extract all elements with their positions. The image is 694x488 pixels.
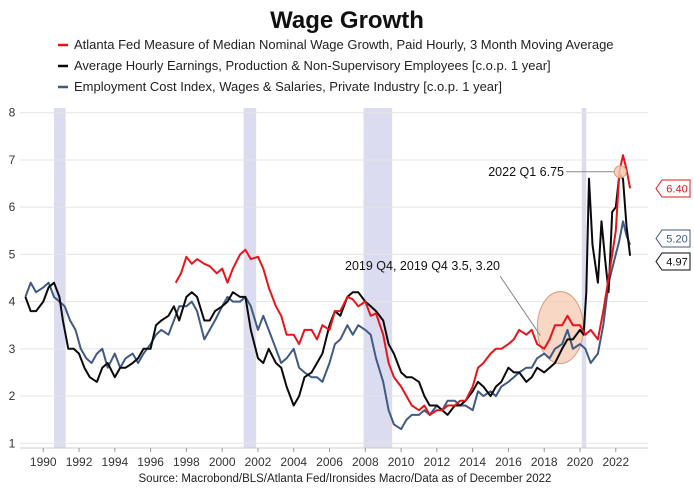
legend-entry: Atlanta Fed Measure of Median Nominal Wa… — [74, 37, 614, 52]
y-tick-label: 3 — [9, 342, 16, 356]
annotation-label: 2022 Q1 6.75 — [488, 165, 564, 179]
recession-band — [243, 108, 257, 448]
x-tick-label: 2000 — [209, 455, 236, 469]
x-tick-label: 2020 — [567, 455, 594, 469]
end-value-box — [655, 252, 691, 271]
x-tick-label: 1990 — [30, 455, 57, 469]
x-tick-label: 1996 — [137, 455, 164, 469]
recession-band — [53, 108, 66, 448]
y-tick-label: 1 — [9, 436, 16, 450]
x-tick-label: 2002 — [245, 455, 272, 469]
x-tick-label: 2016 — [495, 455, 522, 469]
source-note: Source: Macrobond/BLS/Atlanta Fed/Ironsi… — [139, 473, 552, 485]
x-tick-label: 2008 — [352, 455, 379, 469]
x-tick-label: 2022 — [602, 455, 629, 469]
end-value-label: 4.97 — [666, 257, 687, 269]
y-tick-label: 8 — [9, 106, 16, 120]
series-line — [24, 220, 632, 431]
plot-area: 1 2 3 4 5 6 7 8 1990 1992 1994 1996 1998 2000 2002 2004… — [9, 106, 691, 469]
x-tick-label: 2004 — [280, 455, 307, 469]
end-value-label: 6.40 — [666, 184, 687, 196]
x-tick-label: 2012 — [424, 455, 451, 469]
annotation-label: 2019 Q4, 2019 Q4 3.5, 3.20 — [345, 259, 500, 273]
end-value-label: 5.20 — [666, 234, 687, 246]
y-tick-label: 7 — [9, 153, 16, 167]
recession-band — [363, 108, 393, 448]
x-tick-label: 2010 — [388, 455, 415, 469]
y-tick-label: 4 — [9, 295, 16, 309]
x-tick-label: 1992 — [66, 455, 93, 469]
y-tick-label: 6 — [9, 200, 16, 214]
legend-entry: Employment Cost Index, Wages & Salaries,… — [74, 79, 502, 94]
legend-entry: Average Hourly Earnings, Production & No… — [74, 58, 551, 73]
end-value-box — [655, 179, 691, 198]
x-tick-label: 1994 — [101, 455, 128, 469]
series-line — [24, 173, 632, 416]
end-value-box — [655, 229, 691, 248]
chart-title: Wage Growth — [270, 7, 424, 34]
x-tick-label: 2006 — [316, 455, 343, 469]
x-tick-label: 1998 — [173, 455, 200, 469]
highlight-circle — [613, 165, 627, 179]
recession-band — [581, 108, 587, 448]
x-tick-label: 2014 — [459, 455, 486, 469]
annotation-leader — [499, 275, 541, 336]
y-tick-label: 5 — [9, 247, 16, 261]
legend: Atlanta Fed Measure of Median Nominal Wa… — [58, 37, 614, 94]
y-tick-label: 2 — [9, 389, 16, 403]
x-tick-label: 2018 — [531, 455, 558, 469]
series-line — [174, 154, 632, 416]
